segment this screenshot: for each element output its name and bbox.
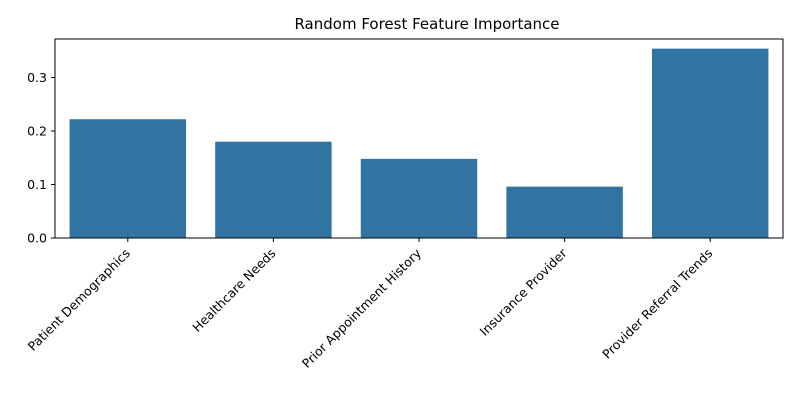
x-tick-label: Healthcare Needs xyxy=(189,246,278,335)
y-tick-label: 0.2 xyxy=(27,124,47,139)
x-tick-label: Provider Referral Trends xyxy=(599,246,715,362)
bar xyxy=(651,48,769,238)
x-tick-label: Patient Demographics xyxy=(25,246,133,354)
bar xyxy=(215,141,332,238)
chart-title: Random Forest Feature Importance xyxy=(294,15,559,33)
bars-layer xyxy=(69,48,769,238)
y-tick-label: 0.1 xyxy=(27,177,47,192)
x-tick-label: Prior Appointment History xyxy=(299,245,425,371)
bar xyxy=(69,119,187,238)
x-tick-label: Insurance Provider xyxy=(477,245,571,339)
y-tick-label: 0.0 xyxy=(27,231,47,246)
bar xyxy=(506,186,623,238)
y-tick-label: 0.3 xyxy=(27,70,47,85)
bar xyxy=(360,158,478,238)
